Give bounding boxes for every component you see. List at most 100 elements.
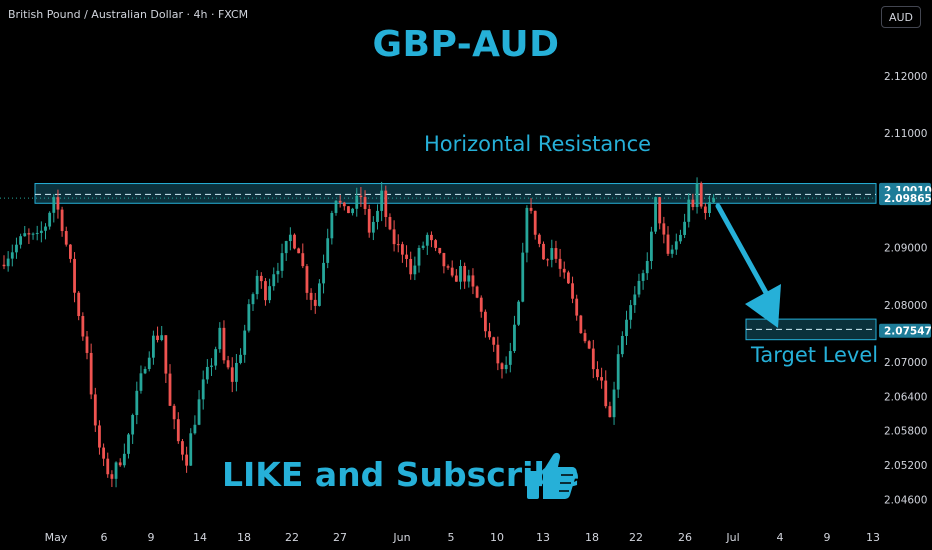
candle-body <box>608 406 612 418</box>
y-tick-label: 2.07000 <box>884 357 927 369</box>
candle-body <box>367 208 371 233</box>
x-tick-label: 22 <box>629 531 643 544</box>
candle-body <box>430 234 433 241</box>
candle-body <box>10 252 14 259</box>
candle-body <box>371 221 375 233</box>
candle-body <box>201 379 205 400</box>
candle-body <box>504 364 508 370</box>
candle-body <box>567 272 570 284</box>
candle-body <box>550 248 554 260</box>
candle-body <box>89 352 93 395</box>
candle-body <box>230 367 234 382</box>
x-tick-label: Jul <box>725 531 739 544</box>
candle-body <box>168 373 172 406</box>
candle-body <box>413 265 417 275</box>
candle-body <box>409 258 413 275</box>
candle-body <box>288 234 292 242</box>
candle-body <box>650 231 653 261</box>
candle-body <box>226 360 230 368</box>
candle-body <box>334 200 338 213</box>
candle-body <box>525 207 529 253</box>
x-tick-label: 26 <box>678 531 692 544</box>
candle-body <box>197 399 201 425</box>
x-tick-label: 9 <box>148 531 155 544</box>
candle-body <box>596 369 599 378</box>
candle-body <box>575 298 579 316</box>
candle-body <box>27 233 31 235</box>
x-tick-label: 13 <box>536 531 550 544</box>
candle-body <box>670 249 674 254</box>
candle-body <box>363 197 367 209</box>
candle-body <box>496 344 500 364</box>
cta-text: LIKE and Subscribe <box>222 455 580 494</box>
candle-body <box>463 266 467 282</box>
candle-body <box>438 247 442 254</box>
candle-body <box>293 234 296 249</box>
candle-body <box>318 283 321 306</box>
candle-body <box>98 425 101 448</box>
price-tag <box>879 191 931 206</box>
candle-body <box>467 275 471 282</box>
candle-body <box>446 266 450 268</box>
y-tick-label: 2.12000 <box>884 71 927 83</box>
candle-body <box>131 415 135 435</box>
y-tick-label: 2.05800 <box>884 426 927 438</box>
candle-body <box>529 207 533 211</box>
candle-body <box>517 301 520 325</box>
candle-body <box>591 348 595 370</box>
candle-body <box>205 366 209 380</box>
price-tag-label: 2.07547 <box>884 326 932 338</box>
candle-body <box>60 209 64 232</box>
y-tick-label: 2.04600 <box>884 494 927 506</box>
candle-body <box>143 369 147 374</box>
candle-body <box>118 462 122 466</box>
candle-body <box>326 238 330 263</box>
candle-body <box>2 264 6 267</box>
candle-body <box>459 266 462 282</box>
candle-body <box>122 453 126 466</box>
x-tick-label: 4 <box>777 531 784 544</box>
candle-body <box>156 335 159 341</box>
candle-body <box>625 319 628 337</box>
candle-body <box>571 283 574 299</box>
candle-body <box>450 267 454 276</box>
candle-body <box>492 337 496 345</box>
candle-body <box>272 274 276 287</box>
price-tag <box>879 323 931 338</box>
candle-body <box>674 241 678 250</box>
x-tick-label: May <box>45 531 68 544</box>
candle-body <box>691 199 695 208</box>
candle-body <box>616 354 620 390</box>
down-arrow-head <box>745 284 781 328</box>
candle-body <box>699 183 703 207</box>
candle-body <box>347 206 350 214</box>
candle-body <box>405 254 408 259</box>
candle-body <box>305 266 309 293</box>
candle-body <box>500 363 504 370</box>
candle-body <box>181 441 184 455</box>
candle-body <box>164 335 168 374</box>
candle-body <box>64 231 68 245</box>
target-label: Target Level <box>751 343 879 367</box>
candle-body <box>301 253 305 267</box>
currency-button[interactable]: AUD <box>881 6 921 28</box>
candle-body <box>264 281 267 301</box>
candle-body <box>546 259 550 261</box>
candle-body <box>284 241 288 254</box>
candle-body <box>662 223 666 235</box>
candle-body <box>442 253 446 267</box>
candle-body <box>417 247 421 266</box>
candle-body <box>401 244 404 255</box>
x-tick-label: 18 <box>585 531 599 544</box>
candle-body <box>645 260 649 274</box>
candle-body <box>475 286 479 298</box>
y-tick-label: 2.05200 <box>884 460 927 472</box>
candle-body <box>641 273 645 281</box>
candle-body <box>338 200 342 203</box>
candle-body <box>139 373 143 391</box>
candle-body <box>56 197 60 210</box>
candle-body <box>396 244 400 246</box>
price-tag-label: 2.09865 <box>884 193 932 205</box>
